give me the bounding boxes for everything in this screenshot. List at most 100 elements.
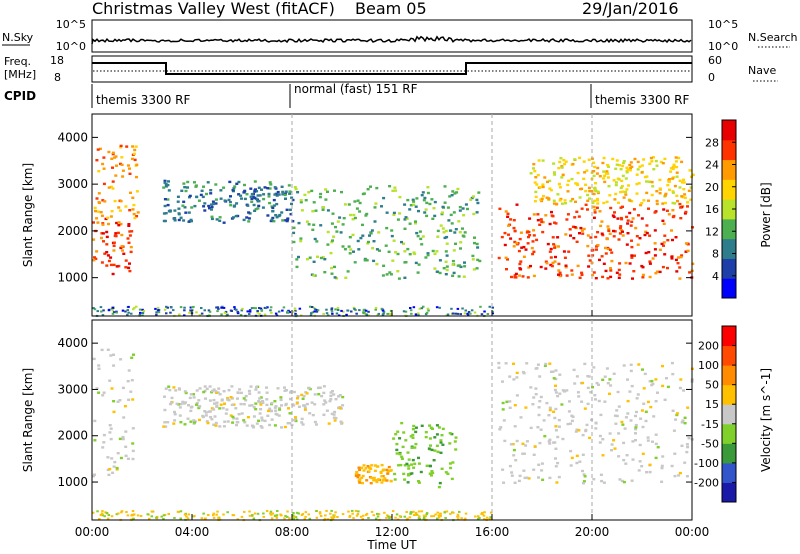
- velocity-cell: [189, 409, 193, 413]
- power-cell: [178, 313, 181, 316]
- power-cell: [532, 250, 536, 253]
- velocity-cell: [324, 401, 328, 404]
- velocity-cell: [599, 413, 603, 417]
- power-cell: [389, 273, 393, 276]
- power-cell: [243, 189, 247, 193]
- power-cell: [628, 199, 632, 202]
- power-cell: [242, 218, 246, 222]
- power-cell: [688, 169, 692, 172]
- velocity-cell: [437, 514, 440, 517]
- velocity-cell: [108, 431, 112, 434]
- velocity-cell: [560, 403, 564, 406]
- power-cell: [250, 307, 254, 310]
- power-cell: [396, 218, 400, 221]
- velocity-cell: [200, 517, 204, 520]
- power-cell: [183, 314, 186, 317]
- power-cell: [582, 177, 586, 180]
- velocity-cell: [289, 397, 292, 401]
- power-cell: [371, 247, 375, 250]
- power-cell: [601, 161, 605, 165]
- velocity-cell: [483, 511, 486, 514]
- velocity-cell: [410, 446, 414, 449]
- power-cell: [557, 269, 561, 272]
- velocity-cell: [548, 442, 552, 445]
- velocity-cell: [582, 480, 586, 483]
- velocity-cell: [394, 516, 397, 519]
- velocity-cell: [283, 517, 286, 520]
- power-cell: [504, 210, 508, 213]
- power-cell: [215, 306, 218, 309]
- power-cell: [541, 185, 545, 189]
- velocity-cell: [412, 510, 415, 513]
- velocity-cell: [118, 399, 122, 402]
- power-cell: [101, 162, 105, 166]
- velocity-cell: [625, 454, 629, 457]
- power-cell: [125, 145, 129, 148]
- power-cell: [551, 261, 555, 265]
- velocity-cell: [670, 361, 674, 365]
- power-cell: [580, 187, 584, 190]
- power-cell: [269, 306, 273, 309]
- power-cell: [630, 254, 634, 257]
- power-cell: [486, 313, 490, 315]
- power-cell: [239, 314, 243, 316]
- velocity-cell: [375, 480, 379, 484]
- velocity-cell: [278, 406, 282, 410]
- power-cell: [625, 171, 629, 174]
- power-cell: [506, 215, 510, 218]
- velocity-cell: [274, 412, 278, 416]
- power-cell: [258, 307, 261, 309]
- power-cell: [420, 194, 424, 197]
- velocity-cell: [284, 515, 287, 517]
- power-cell: [99, 306, 103, 309]
- power-cell: [592, 205, 596, 209]
- power-cell: [414, 222, 417, 225]
- power-cell: [163, 198, 167, 201]
- velocity-cell: [374, 517, 378, 520]
- power-cell: [310, 189, 314, 193]
- power-cell: [263, 186, 267, 189]
- power-cell: [390, 234, 394, 238]
- power-cell: [625, 215, 629, 219]
- velocity-cell: [201, 414, 205, 418]
- velocity-cell: [636, 393, 640, 396]
- velocity-cell: [322, 403, 326, 406]
- power-cell: [296, 191, 300, 194]
- velocity-cell: [406, 451, 410, 454]
- velocity-cell: [115, 466, 119, 470]
- power-cell: [97, 201, 101, 204]
- power-cell: [133, 306, 136, 309]
- velocity-cell: [257, 400, 261, 403]
- velocity-cell: [270, 517, 274, 520]
- velocity-cell: [274, 405, 278, 408]
- velocity-cell: [204, 397, 207, 400]
- velocity-cell: [120, 511, 123, 514]
- power-cell: [544, 260, 548, 263]
- velocity-cell: [131, 398, 135, 401]
- velocity-cell: [106, 456, 110, 459]
- power-cell: [677, 156, 681, 160]
- power-cell: [675, 171, 679, 174]
- power-cell: [459, 313, 462, 316]
- power-cell: [173, 209, 177, 212]
- power-cell: [127, 305, 130, 308]
- velocity-cell: [303, 518, 306, 521]
- power-cell: [670, 229, 673, 232]
- power-cell: [235, 308, 238, 311]
- velocity-cell: [124, 454, 128, 457]
- velocity-cell: [294, 419, 298, 423]
- power-cell: [466, 207, 469, 211]
- velocity-cell: [557, 475, 561, 479]
- velocity-cell: [308, 412, 312, 415]
- power-cell: [164, 185, 168, 188]
- velocity-cell: [304, 515, 307, 518]
- velocity-cell: [575, 375, 579, 378]
- power-cell: [373, 220, 377, 223]
- velocity-cell: [324, 514, 327, 517]
- power-cell: [323, 258, 327, 261]
- velocity-cell: [338, 407, 342, 410]
- colorbar-tick-label: 16: [705, 203, 719, 216]
- power-cell: [330, 308, 333, 311]
- power-cell: [374, 202, 378, 205]
